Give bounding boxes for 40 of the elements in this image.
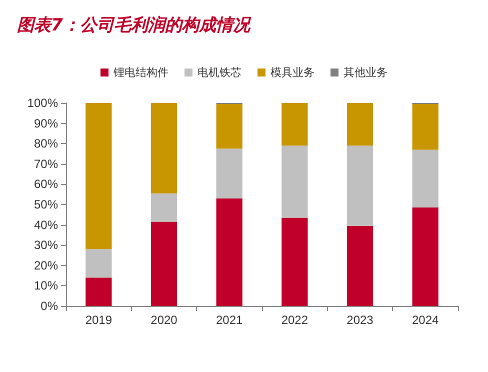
- bar: [216, 148, 242, 198]
- bar: [216, 198, 242, 306]
- y-tick-label: 10%: [34, 278, 58, 293]
- bar: [412, 104, 438, 150]
- x-tick-label: 2020: [150, 313, 178, 327]
- legend-label: 模具业务: [270, 66, 314, 79]
- x-tick-label: 2023: [346, 313, 374, 327]
- y-tick-label: 40%: [34, 218, 58, 232]
- y-tick-label: 30%: [34, 238, 58, 252]
- bar: [412, 150, 438, 208]
- bar: [282, 103, 308, 146]
- x-tick-label: 2021: [216, 313, 244, 327]
- y-tick-label: 20%: [34, 258, 58, 272]
- x-tick-label: 2022: [281, 313, 308, 327]
- bar: [150, 222, 178, 306]
- y-tick-label: 0%: [40, 299, 58, 313]
- bar: [346, 146, 374, 226]
- bar: [346, 226, 374, 306]
- bar: [412, 208, 438, 306]
- chart-title: 图表7：公司毛利润的构成情况: [17, 16, 252, 36]
- y-tick-label: 50%: [34, 198, 58, 212]
- x-tick-label: 2019: [85, 313, 112, 327]
- x-tick-label: 2024: [412, 313, 440, 327]
- legend-label: 其他业务: [344, 66, 388, 79]
- bar: [282, 146, 308, 218]
- y-tick-label: 80%: [34, 136, 58, 151]
- bar: [86, 278, 112, 306]
- bar: [216, 104, 242, 149]
- bar: [150, 193, 178, 222]
- bar: [282, 218, 308, 306]
- legend-label: 电机铁芯: [198, 66, 242, 79]
- y-tick-label: 100%: [27, 96, 58, 110]
- bar: [86, 103, 112, 250]
- bar: [150, 103, 178, 194]
- y-tick-label: 90%: [34, 116, 58, 130]
- legend-label: 锂电结构件: [112, 66, 168, 79]
- y-tick-label: 70%: [34, 156, 58, 171]
- y-tick-label: 60%: [34, 177, 58, 192]
- bar: [346, 103, 374, 146]
- bar: [86, 249, 112, 278]
